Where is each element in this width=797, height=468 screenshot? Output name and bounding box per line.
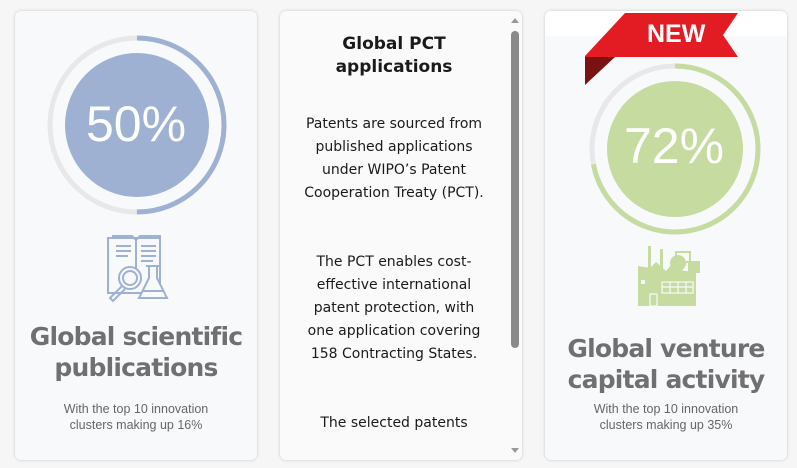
paragraph: The selected patents [320,415,468,431]
scrollbar-thumb[interactable] [511,31,519,348]
ring-fill [607,81,743,217]
card-title-line2: publications [54,353,218,382]
card-scientific-publications[interactable]: 50% Global scientific publications With … [15,11,257,460]
card-pct-applications[interactable]: Global PCT applications Patents are sourc… [280,11,522,460]
factory-icon [638,246,700,306]
scrollbar[interactable] [508,11,522,460]
paragraph: Patents are sourced from published appli… [304,116,484,201]
percent-label: 50% [85,96,187,152]
card-scroll-content[interactable]: Global PCT applications Patents are sourc… [280,11,508,460]
ring-fill [65,53,209,197]
card-subtitle-line1: With the top 10 innovation [63,402,209,416]
card-title-line2: applications [335,57,453,77]
card-venture-capital[interactable]: NEW 72% Global venture capital activity … [545,11,787,460]
new-badge: NEW [647,20,706,48]
scroll-up-arrow-icon[interactable] [511,18,519,23]
card-subtitle-line2: clusters making up 16% [69,418,203,432]
progress-ring [589,63,761,235]
ring-progress [589,63,761,235]
ring-progress [47,35,227,215]
card-title-line1: Global scientific [29,322,243,351]
scroll-down-arrow-icon[interactable] [511,448,519,453]
new-ribbon [585,13,738,85]
percent-label: 72% [623,118,725,174]
card-title-line2: capital activity [567,365,766,394]
card-subtitle-line2: clusters making up 35% [599,418,733,432]
card-subtitle-line1: With the top 10 innovation [593,402,739,416]
card-title-line1: Global PCT [342,34,446,54]
paragraph: The PCT enables cost-effective internati… [307,254,481,362]
progress-ring [47,35,227,215]
book-magnifier-flask-icon [107,235,169,303]
ribbon-band [585,13,738,57]
ribbon-fold [585,57,615,85]
card-title-line1: Global venture [567,334,765,363]
